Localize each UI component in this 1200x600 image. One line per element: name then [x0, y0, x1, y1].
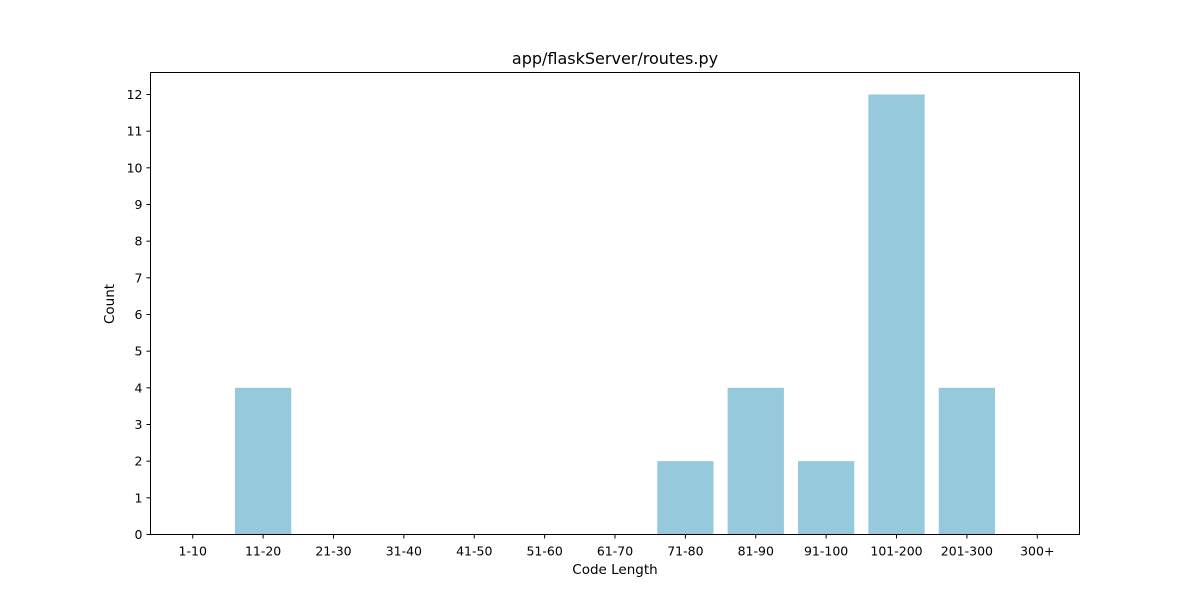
bar-11-20 [234, 387, 292, 535]
y-tick-label: 4 [135, 380, 143, 395]
x-axis-label: Code Length [572, 562, 657, 578]
x-tick-label: 1-10 [179, 544, 207, 559]
x-axis-ticks: 1-10 11-20 21-30 31-40 41-50 51-60 61-70 71-80 8… [179, 534, 1054, 559]
bar-201-300 [938, 387, 996, 535]
x-tick-label: 51-60 [526, 544, 562, 559]
x-tick-label: 41-50 [456, 544, 492, 559]
x-tick-label: 31-40 [386, 544, 422, 559]
bar-71-80 [657, 461, 714, 535]
y-tick-label: 2 [135, 454, 143, 469]
y-tick-label: 1 [135, 490, 143, 505]
plot-frame [150, 72, 1080, 535]
y-axis-label: Count [102, 284, 118, 324]
x-tick-label: 91-100 [804, 544, 848, 559]
y-tick-label: 5 [135, 344, 143, 359]
x-tick-label: 61-70 [597, 544, 633, 559]
y-tick-label: 8 [135, 234, 143, 249]
y-tick-label: 12 [127, 87, 143, 102]
y-tick-label: 3 [135, 417, 143, 432]
x-tick-label: 21-30 [315, 544, 351, 559]
x-tick-label: 71-80 [667, 544, 703, 559]
y-tick-label: 7 [135, 270, 143, 285]
x-tick-label: 300+ [1020, 544, 1054, 559]
y-tick-label: 11 [127, 124, 143, 139]
y-tick-label: 0 [135, 527, 143, 542]
x-tick-label: 81-90 [738, 544, 774, 559]
y-tick-label: 10 [127, 160, 143, 175]
x-tick-label: 101-200 [870, 544, 922, 559]
x-tick-label: 201-300 [941, 544, 993, 559]
x-tick-label: 11-20 [245, 544, 281, 559]
bar-91-100 [797, 461, 855, 535]
bars-layer [234, 94, 996, 535]
bar-101-200 [868, 94, 925, 535]
chart-title: app/flaskServer/routes.py [512, 49, 718, 68]
bar-81-90 [727, 387, 784, 535]
y-tick-label: 9 [135, 197, 143, 212]
y-tick-label: 6 [135, 307, 143, 322]
